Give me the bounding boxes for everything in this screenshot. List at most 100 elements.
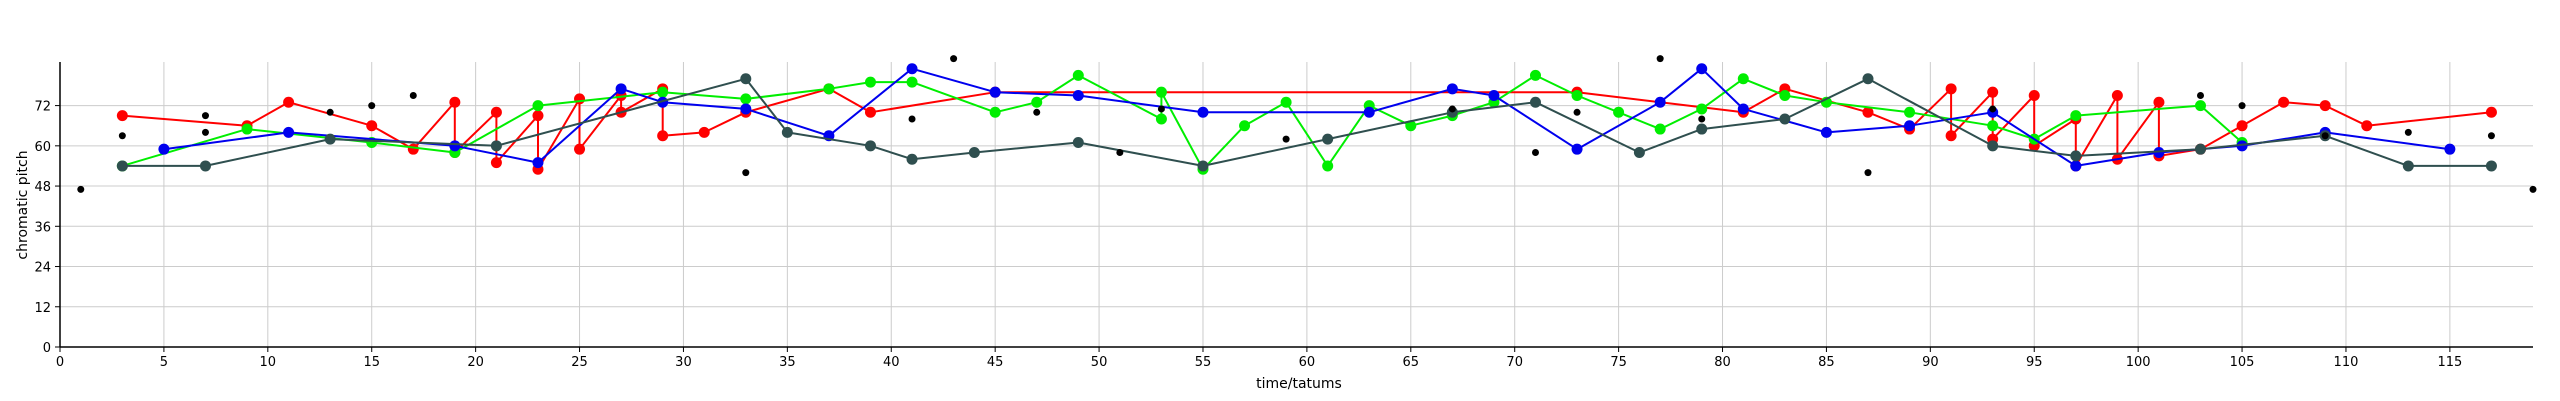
data-point-black: [1448, 105, 1456, 113]
data-point-dark: [490, 140, 502, 152]
data-point-dark: [199, 160, 211, 172]
x-tick-label: 65: [1403, 355, 1420, 370]
data-point-red: [532, 110, 544, 122]
data-point-blue: [906, 63, 918, 75]
data-point-green: [1280, 96, 1292, 108]
x-tick-label: 45: [987, 355, 1004, 370]
data-point-blue: [1654, 96, 1666, 108]
data-point-red: [2236, 120, 2248, 132]
data-point-blue: [1072, 90, 1084, 102]
data-point-dark: [1322, 133, 1334, 145]
x-tick-label: 60: [1299, 355, 1316, 370]
data-point-black: [118, 132, 126, 140]
data-point-green: [740, 93, 752, 105]
x-tick-label: 50: [1091, 355, 1108, 370]
data-point-green: [1072, 69, 1084, 81]
data-point-red: [2028, 90, 2040, 102]
data-point-blue: [615, 83, 627, 95]
series-plot-area: [77, 55, 2537, 193]
data-point-green: [989, 106, 1001, 118]
axes: [59, 62, 2533, 348]
data-point-green: [1904, 106, 1916, 118]
data-point-black: [201, 112, 209, 120]
data-point-black: [2529, 185, 2537, 193]
data-point-black: [908, 115, 916, 123]
data-point-blue: [283, 126, 295, 138]
x-tick-label: 80: [1714, 355, 1731, 370]
data-point-green: [1613, 106, 1625, 118]
data-point-red: [449, 96, 461, 108]
data-point-red: [366, 120, 378, 132]
data-point-red: [698, 126, 710, 138]
data-point-red: [2485, 106, 2497, 118]
data-point-dark: [740, 73, 752, 85]
data-point-green: [1571, 90, 1583, 102]
data-point-green: [1737, 73, 1749, 85]
data-point-black: [77, 185, 85, 193]
y-tick-label: 0: [43, 341, 51, 356]
data-point-red: [2361, 120, 2373, 132]
data-point-blue: [1696, 63, 1708, 75]
data-point-blue: [740, 103, 752, 115]
data-point-dark: [781, 126, 793, 138]
x-tick-label: 95: [2026, 355, 2043, 370]
data-point-green: [1239, 120, 1251, 132]
data-point-red: [1945, 130, 1957, 142]
data-point-red: [2153, 96, 2165, 108]
data-point-blue: [1820, 126, 1832, 138]
data-point-blue: [1904, 120, 1916, 132]
x-tick-label: 75: [1610, 355, 1627, 370]
data-point-black: [201, 128, 209, 136]
data-point-blue: [1737, 103, 1749, 115]
data-point-red: [864, 106, 876, 118]
data-point-blue: [1197, 106, 1209, 118]
data-point-black: [326, 108, 334, 116]
data-point-red: [1987, 86, 1999, 98]
x-tick-label: 0: [56, 355, 64, 370]
data-point-dark: [1696, 123, 1708, 135]
data-point-green: [1987, 120, 1999, 132]
data-point-black: [950, 55, 958, 63]
data-point-green: [1155, 86, 1167, 98]
y-tick-label: 12: [34, 301, 51, 316]
data-point-dark: [116, 160, 128, 172]
data-point-black: [1033, 108, 1041, 116]
x-tick-label: 25: [571, 355, 588, 370]
data-point-blue: [1446, 83, 1458, 95]
data-point-black: [2196, 92, 2204, 100]
data-point-black: [1989, 105, 1997, 113]
data-point-green: [241, 123, 253, 135]
data-point-black: [2238, 102, 2246, 110]
data-point-blue: [1488, 90, 1500, 102]
data-point-dark: [864, 140, 876, 152]
x-tick-label: 110: [2334, 355, 2359, 370]
data-point-black: [409, 92, 417, 100]
data-point-red: [1945, 83, 1957, 95]
data-point-dark: [1987, 140, 1999, 152]
series-black: [77, 55, 2537, 193]
series-dark-line: [122, 77, 2492, 167]
data-point-black: [2404, 128, 2412, 136]
data-point-green: [1529, 69, 1541, 81]
data-point-green: [1696, 103, 1708, 115]
data-point-red: [2111, 90, 2123, 102]
x-tick-label: 55: [1195, 355, 1212, 370]
series-blue: [158, 63, 2456, 172]
data-point-green: [1155, 113, 1167, 125]
data-point-dark: [906, 153, 918, 165]
data-point-dark: [1779, 113, 1791, 125]
data-point-red: [574, 143, 586, 155]
data-point-red: [490, 106, 502, 118]
data-point-dark: [2485, 160, 2497, 172]
data-point-black: [2321, 132, 2329, 140]
data-point-dark: [1529, 96, 1541, 108]
data-point-green: [1322, 160, 1334, 172]
data-point-green: [1654, 123, 1666, 135]
y-tick-label: 36: [34, 220, 51, 235]
data-point-dark: [1633, 147, 1645, 159]
x-tick-label: 85: [1818, 355, 1835, 370]
data-point-blue: [449, 140, 461, 152]
data-point-blue: [1571, 143, 1583, 155]
y-tick-label: 72: [34, 100, 51, 115]
y-axis-title: chromatic pitch: [15, 150, 31, 259]
